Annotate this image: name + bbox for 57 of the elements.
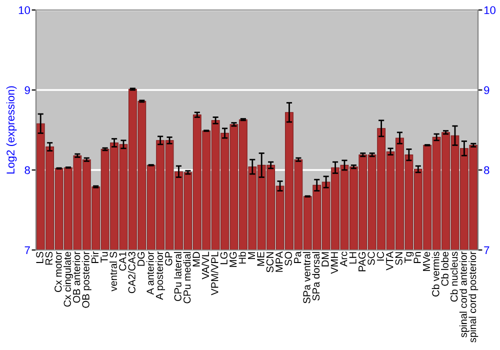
x-tick-label: CPu lateral [174,252,182,302]
x-tick-label: SC [368,252,375,266]
x-tick-label: Cx motor [54,252,62,292]
x-tick-label: VTA [386,251,394,270]
x-tick-label: MD [192,252,200,266]
x-tick-label: VPM/VPL [210,252,218,296]
x-tick-label: spinal cord posterior [468,252,478,342]
x-tick-label: LS [36,252,44,263]
x-tick-label: Tg [404,252,414,263]
x-tick-label: IC [376,252,384,261]
y2-tick-label: 7 [484,246,490,254]
x-tick-label: M [248,252,256,260]
x-tick-label: VMH [330,252,338,274]
x-tick-label: Pir [91,252,98,263]
x-tick-label: Tu [100,252,108,263]
x-tick-label: Cx cingulate [64,252,73,307]
x-tick-label: ME [257,252,264,266]
x-tick-label: ventral S [110,252,117,292]
x-tick-label: Cb lobe [441,252,448,286]
x-tick-label: OB posterior [82,252,92,308]
x-tick-label: MPA [276,251,283,272]
x-tick-label: OB anterior [72,252,80,303]
x-tick-label: VA/VL [202,252,210,280]
y-tick-label: 7 [24,246,30,254]
x-tick-label: MVe [423,252,430,271]
x-tick-label: SPa ventral [302,252,310,304]
x-tick-label: Cb vermis [432,252,440,296]
x-tick-label: Pn [414,252,421,263]
x-tick-label: CPu medial [183,252,191,304]
x-tick-label: MG [230,252,237,267]
x-tick-label: DM [322,252,329,266]
x-tick-label: PAG [358,252,366,272]
x-tick-label: LH [349,252,356,264]
x-tick-label: SO [284,252,292,266]
y-axis-title: Log2 (expression) [6,86,17,174]
x-tick-label: LG [220,252,228,264]
x-tick-label: CA2/CA3 [128,252,136,294]
x-tick-label: Cb nucleus [450,252,458,302]
y2-tick-label: 9 [484,86,490,94]
x-tick-label: RS [45,252,53,265]
x-tick-label: DG [137,252,145,266]
x-tick-label: SCN [266,252,274,272]
y2-tick-label: 8 [484,166,490,174]
x-tick-label: Pa [294,251,302,263]
x-tick-label: Hb [238,252,246,264]
y-tick-label: 9 [24,86,30,94]
x-tick-label: A anterior [146,252,154,295]
x-tick-label: Arc [340,252,348,267]
y-tick-label: 8 [24,166,30,174]
x-tick-label: A posterior [156,252,166,300]
x-tick-label: SPa dorsal [312,252,320,301]
x-tick-label: GP [165,252,172,266]
x-tick-label: spinal cord anterior [459,252,469,338]
x-tick-label: SN [395,252,402,266]
y2-tick-label: 10 [484,6,496,14]
y-tick-label: 10 [18,6,30,14]
x-tick-label: CA1 [119,252,126,271]
